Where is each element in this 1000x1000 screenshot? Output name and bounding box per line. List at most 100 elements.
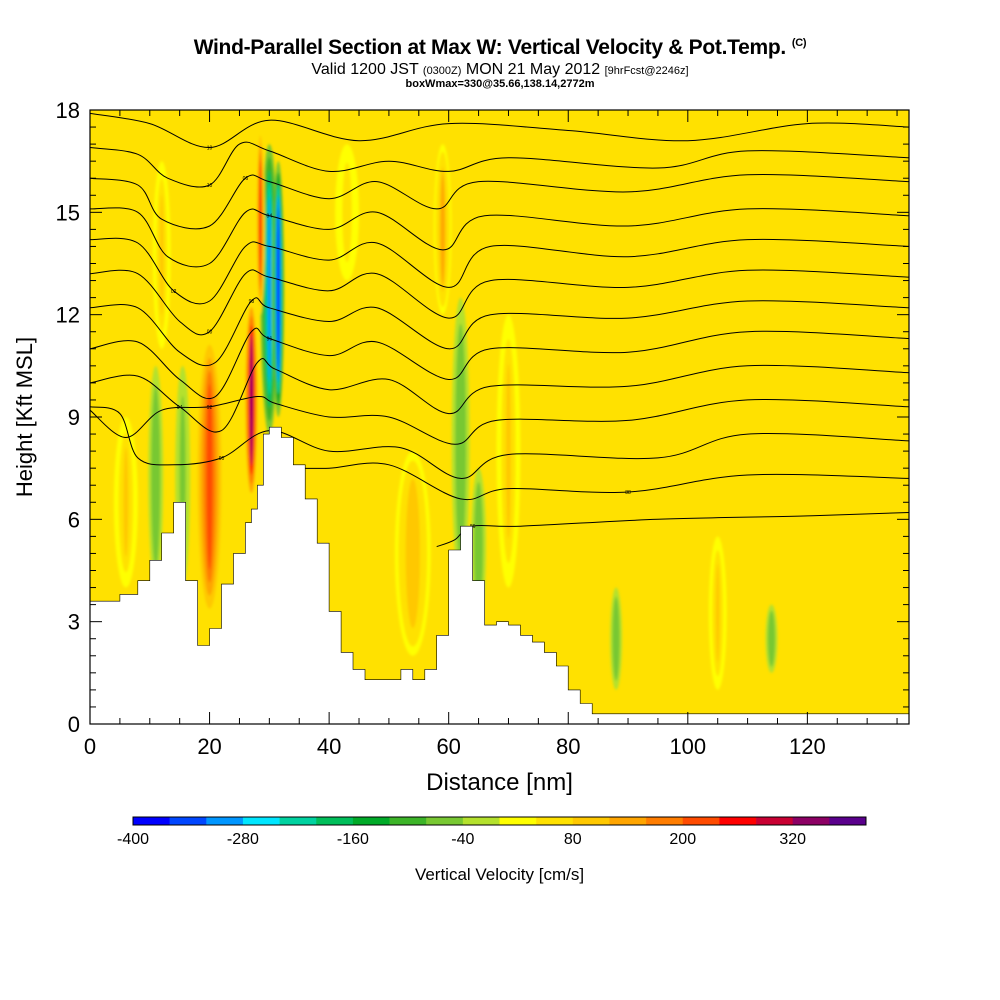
colorbar-swatch bbox=[133, 817, 170, 825]
chart-subtitle-box: boxWmax=330@35.66,138.14,2772m bbox=[405, 78, 595, 90]
colorbar-frame bbox=[132, 816, 867, 826]
x-tick-label: 80 bbox=[556, 734, 580, 759]
colorbar-swatch bbox=[242, 817, 280, 825]
colorbar-swatch bbox=[792, 817, 830, 825]
theta-contour-label: 92 bbox=[207, 405, 213, 411]
x-axis-label: Distance [nm] bbox=[426, 769, 573, 796]
theta-contour-line bbox=[90, 395, 909, 445]
chart-subtitle: Valid 1200 JST (0300Z) MON 21 May 2012 [… bbox=[0, 61, 1000, 79]
chart-title: Wind-Parallel Section at Max W: Vertical… bbox=[0, 36, 1000, 60]
colorbar-tick-label: -400 bbox=[117, 831, 149, 848]
colorbar: -400 -280 -160 -40 80 200 320 Vertical Velocity… bbox=[117, 816, 867, 884]
theta-contour-label: 96 bbox=[267, 337, 273, 343]
colorbar-swatch bbox=[426, 817, 464, 825]
colorbar-swatch bbox=[572, 817, 610, 825]
theta-contour-line bbox=[90, 269, 909, 336]
x-tick-label: 60 bbox=[436, 734, 460, 759]
theta-contour-line bbox=[293, 462, 909, 501]
velocity-cell bbox=[344, 168, 350, 256]
colorbar-swatch bbox=[462, 817, 500, 825]
theta-contours: 10100604020098969492908886 bbox=[90, 112, 909, 548]
colorbar-swatch bbox=[389, 817, 427, 825]
colorbar-label: Vertical Velocity [cm/s] bbox=[415, 865, 584, 884]
y-tick-label: 0 bbox=[68, 712, 80, 737]
theta-contour-line bbox=[90, 297, 909, 367]
theta-contour-label: 06 bbox=[243, 176, 249, 182]
velocity-cell bbox=[506, 363, 511, 539]
y-axis-label: Height [Kft MSL] bbox=[12, 337, 37, 497]
colorbar-swatch bbox=[206, 817, 244, 825]
theta-contour-label: 02 bbox=[171, 289, 177, 295]
colorbar-tick-label: -280 bbox=[227, 831, 259, 848]
theta-contour-line bbox=[90, 141, 909, 188]
colorbar-tick-label: 200 bbox=[669, 831, 696, 848]
velocity-cell bbox=[123, 447, 129, 557]
velocity-cell bbox=[154, 405, 158, 548]
colorbar-swatch bbox=[316, 817, 354, 825]
terrain-profile bbox=[90, 426, 909, 724]
x-tick-label: 120 bbox=[789, 734, 826, 759]
velocity-cell bbox=[259, 160, 262, 281]
subtitle-forecast: [9hrFcst@2246z] bbox=[604, 65, 689, 77]
theta-contour-line bbox=[436, 512, 909, 548]
theta-contour-line bbox=[90, 207, 909, 268]
x-tick-label: 100 bbox=[669, 734, 706, 759]
subtitle-date: MON 21 May 2012 bbox=[465, 61, 601, 78]
colorbar-swatch bbox=[536, 817, 574, 825]
y-tick-label: 6 bbox=[68, 507, 80, 532]
velocity-cell bbox=[277, 207, 280, 371]
chart-title-tag: (C) bbox=[791, 37, 807, 49]
theta-contour-label: 10 bbox=[207, 183, 213, 189]
colorbar-swatch bbox=[499, 817, 537, 825]
colorbar-swatch bbox=[829, 817, 867, 825]
x-tick-label: 20 bbox=[197, 734, 221, 759]
velocity-cell bbox=[409, 487, 417, 619]
terrain-layer bbox=[90, 426, 909, 724]
theta-contour-line bbox=[90, 237, 909, 305]
theta-contour-line bbox=[90, 112, 909, 149]
colorbar-swatch bbox=[609, 817, 647, 825]
theta-contour-line bbox=[90, 406, 909, 479]
theta-contour-label: 04 bbox=[267, 214, 273, 220]
theta-contour-line bbox=[90, 174, 909, 230]
x-tick-label: 40 bbox=[317, 734, 341, 759]
theta-contour-line bbox=[90, 327, 909, 399]
velocity-cell bbox=[770, 616, 773, 661]
velocity-cell bbox=[477, 495, 481, 595]
theta-contour-label: 88 bbox=[625, 490, 631, 496]
subtitle-utc: (0300Z) bbox=[422, 65, 462, 77]
theta-contour-label: 98 bbox=[249, 299, 255, 305]
colorbar-swatch bbox=[352, 817, 390, 825]
velocity-cell bbox=[440, 174, 445, 284]
y-tick-label: 3 bbox=[68, 610, 80, 635]
velocity-cell bbox=[715, 564, 720, 663]
velocity-cell bbox=[159, 194, 164, 316]
subtitle-valid: Valid 1200 JST bbox=[311, 61, 419, 78]
colorbar-swatch bbox=[169, 817, 207, 825]
velocity-cell bbox=[249, 334, 253, 466]
colorbar-swatch bbox=[682, 817, 720, 825]
velocity-cell bbox=[267, 196, 272, 382]
theta-contour-label: 90 bbox=[219, 456, 225, 462]
colorbar-swatch bbox=[279, 817, 317, 825]
y-tick-label: 18 bbox=[56, 98, 80, 123]
colorbar-tick-label: -40 bbox=[451, 831, 474, 848]
theta-contour-label: 10 bbox=[207, 146, 213, 152]
velocity-cell bbox=[614, 605, 618, 672]
y-tick-label: 12 bbox=[56, 303, 80, 328]
colorbar-tick-label: -160 bbox=[337, 831, 369, 848]
colorbar-swatch bbox=[646, 817, 684, 825]
velocity-cell bbox=[206, 383, 213, 570]
colorbar-swatch bbox=[719, 817, 757, 825]
theta-contour-label: 00 bbox=[207, 330, 213, 336]
theta-contour-line bbox=[90, 358, 909, 433]
x-tick-label: 0 bbox=[84, 734, 96, 759]
y-tick-label: 15 bbox=[56, 200, 80, 225]
colorbar-swatch bbox=[756, 817, 793, 825]
velocity-cell bbox=[458, 349, 463, 536]
colorbar-tick-label: 80 bbox=[564, 831, 582, 848]
y-tick-label: 9 bbox=[68, 405, 80, 430]
colorbar-tick-label: 320 bbox=[779, 831, 806, 848]
velocity-features bbox=[113, 127, 778, 690]
